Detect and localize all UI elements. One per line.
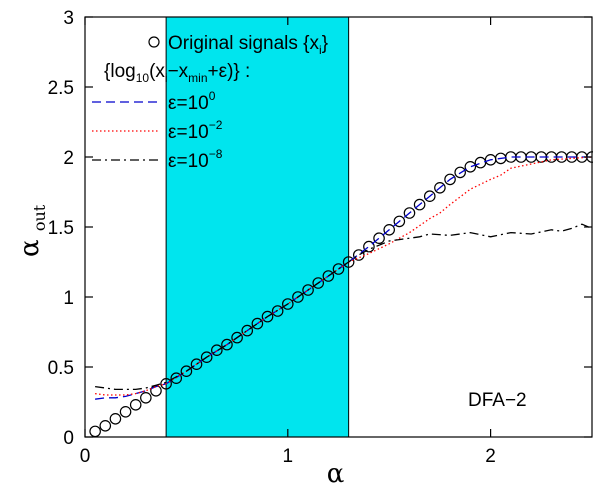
legend: Original signals {xi} {log10(xi−xmin+ε)}… bbox=[92, 33, 328, 172]
legend-label-eps-0-base: ε=10 bbox=[168, 93, 209, 114]
data-point bbox=[363, 240, 375, 253]
dfa-annotation: DFA−2 bbox=[468, 390, 527, 411]
data-point bbox=[180, 365, 193, 377]
legend-label-original-close: } bbox=[322, 33, 328, 54]
legend-heading-sub-min: min bbox=[188, 71, 207, 85]
data-point bbox=[332, 263, 345, 275]
x-axis-title: α bbox=[327, 459, 345, 489]
legend-label-eps-0-exp: 0 bbox=[209, 89, 216, 103]
legend-label-eps-minus-2: ε=10−2 bbox=[168, 118, 223, 143]
legend-label-eps-minus-2-base: ε=10 bbox=[168, 122, 209, 143]
x-tick-label: 2 bbox=[485, 446, 496, 467]
data-point bbox=[140, 391, 152, 404]
data-point bbox=[434, 182, 446, 194]
data-point bbox=[190, 358, 203, 370]
legend-heading-minus-x: −x bbox=[168, 61, 189, 82]
y-tick-label: 2.5 bbox=[48, 78, 74, 99]
tick-layer: 0 1 2 0 0.5 1 1.5 2 2.5 3 bbox=[48, 8, 592, 467]
data-point bbox=[474, 156, 487, 169]
data-point bbox=[383, 224, 395, 236]
data-point bbox=[342, 256, 355, 268]
data-point bbox=[393, 215, 406, 228]
legend-label-eps-minus-8-exp: −8 bbox=[209, 147, 223, 161]
data-point bbox=[119, 405, 132, 418]
y-tick-label: 1.5 bbox=[48, 218, 74, 239]
data-point bbox=[373, 232, 385, 244]
data-point bbox=[129, 398, 142, 411]
legend-marker-original bbox=[148, 36, 160, 48]
shaded-region bbox=[165, 16, 350, 438]
data-point bbox=[89, 425, 101, 438]
data-point bbox=[200, 351, 213, 363]
legend-label-eps-minus-2-exp: −2 bbox=[209, 118, 223, 132]
y-tick-label: 1 bbox=[63, 288, 74, 309]
data-point bbox=[423, 190, 436, 202]
x-tick-label: 0 bbox=[80, 446, 91, 467]
data-point bbox=[454, 166, 466, 179]
y-tick-label: 2 bbox=[63, 148, 74, 169]
data-point bbox=[160, 377, 172, 390]
legend-label-eps-minus-8-base: ε=10 bbox=[168, 151, 209, 172]
y-tick-label: 0 bbox=[63, 428, 74, 449]
data-point bbox=[413, 198, 426, 211]
data-point bbox=[251, 317, 264, 330]
data-point bbox=[281, 298, 294, 310]
y-axis-title-base: α bbox=[15, 239, 45, 257]
data-point bbox=[302, 284, 314, 296]
series-layer bbox=[89, 151, 593, 438]
legend-label-original: Original signals {xi} bbox=[168, 33, 328, 57]
legend-label-eps-minus-8: ε=10−8 bbox=[168, 147, 223, 172]
y-tick-label: 3 bbox=[63, 8, 74, 29]
legend-label-eps-0: ε=100 bbox=[168, 89, 216, 114]
legend-label-original-main: Original signals {x bbox=[168, 33, 320, 54]
data-point bbox=[312, 277, 325, 289]
legend-label-original-sub: i bbox=[319, 43, 322, 57]
data-point bbox=[99, 419, 112, 432]
data-point bbox=[271, 305, 284, 317]
data-point bbox=[261, 310, 274, 323]
y-axis-title: α out bbox=[15, 204, 49, 257]
data-point bbox=[221, 338, 233, 351]
y-axis-title-subscript: out bbox=[30, 204, 49, 231]
legend-heading-sub-10: 10 bbox=[136, 71, 150, 85]
data-point bbox=[444, 173, 456, 186]
data-point bbox=[170, 372, 183, 384]
x-tick-label: 1 bbox=[283, 446, 294, 467]
data-point bbox=[322, 270, 335, 282]
data-point bbox=[464, 161, 477, 173]
data-point bbox=[241, 324, 254, 337]
data-point bbox=[292, 291, 304, 303]
data-point bbox=[231, 331, 243, 344]
data-point bbox=[211, 344, 223, 356]
legend-heading-x: (x bbox=[149, 61, 165, 82]
series-line-dash-dot bbox=[95, 223, 593, 391]
legend-heading-eps: +ε)} : bbox=[208, 61, 251, 82]
data-point bbox=[109, 412, 122, 425]
y-tick-label: 0.5 bbox=[48, 358, 74, 379]
legend-heading: {log10(xi−xmin+ε)} : bbox=[104, 61, 250, 85]
series-line-dotted bbox=[95, 156, 593, 396]
legend-heading-sub-i: i bbox=[165, 71, 168, 85]
legend-heading-log: {log bbox=[104, 61, 136, 82]
data-point bbox=[403, 207, 416, 219]
